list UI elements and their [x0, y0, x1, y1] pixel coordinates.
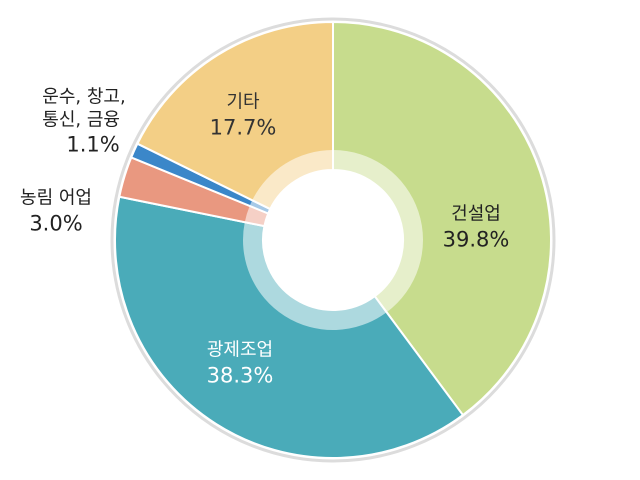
segment-label: 농림 어업 3.0%	[20, 188, 92, 237]
segment-label: 건설업 39.8%	[443, 204, 510, 253]
inner-highlight	[333, 150, 424, 313]
category-label: 건설업	[451, 203, 501, 225]
segment-label: 운수, 창고, 통신, 금융 1.1%	[42, 86, 125, 157]
category-label: 운수, 창고, 통신, 금융	[42, 86, 126, 130]
inner-highlight	[242, 222, 387, 331]
outer-ring	[110, 17, 556, 463]
value-label: 3.0%	[29, 211, 83, 236]
inner-highlight	[249, 200, 271, 214]
segment-label: 광제조업 38.3%	[207, 340, 274, 389]
value-label: 17.7%	[209, 115, 277, 140]
donut-segment	[332, 20, 552, 417]
donut-segment	[114, 195, 465, 459]
value-label: 38.3%	[206, 363, 274, 388]
segment-label: 기타 17.7%	[210, 92, 277, 141]
inner-highlight	[252, 150, 333, 210]
category-label: 기타	[226, 91, 260, 113]
donut-segment	[136, 20, 334, 211]
inner-highlight	[244, 205, 269, 227]
value-label: 39.8%	[442, 227, 510, 252]
category-label: 광제조업	[206, 339, 274, 361]
category-label: 농림 어업	[20, 187, 92, 209]
value-label: 1.1%	[66, 132, 120, 157]
